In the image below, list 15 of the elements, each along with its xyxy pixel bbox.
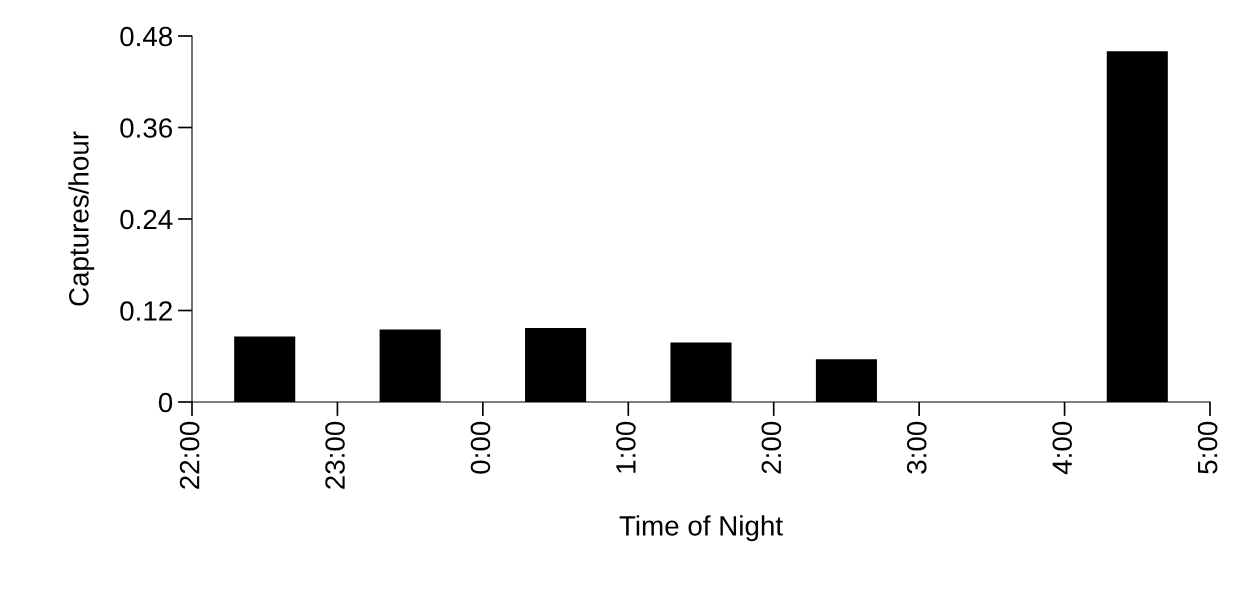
x-tick-label: 22:00 — [179, 421, 200, 489]
y-axis-title: Captures/hour — [68, 131, 95, 306]
y-tick-label: 0.12 — [120, 301, 172, 321]
y-tick-label: 0.48 — [120, 26, 173, 47]
y-tick-label: 0.36 — [120, 118, 173, 138]
y-tick-label: 0 — [158, 392, 173, 413]
x-tick-label: 23:00 — [325, 421, 345, 489]
x-tick-label: 3:00 — [906, 421, 927, 474]
y-tick-label: 0.24 — [120, 209, 173, 230]
x-tick-label: 5:00 — [1197, 421, 1218, 474]
x-tick-label: 4:00 — [1052, 421, 1073, 475]
x-tick-label: 0:00 — [470, 421, 491, 474]
x-tick-label: 2:00 — [761, 421, 782, 474]
x-tick-label: 1:00 — [616, 421, 636, 473]
x-axis-title: Time of Night — [619, 515, 783, 542]
